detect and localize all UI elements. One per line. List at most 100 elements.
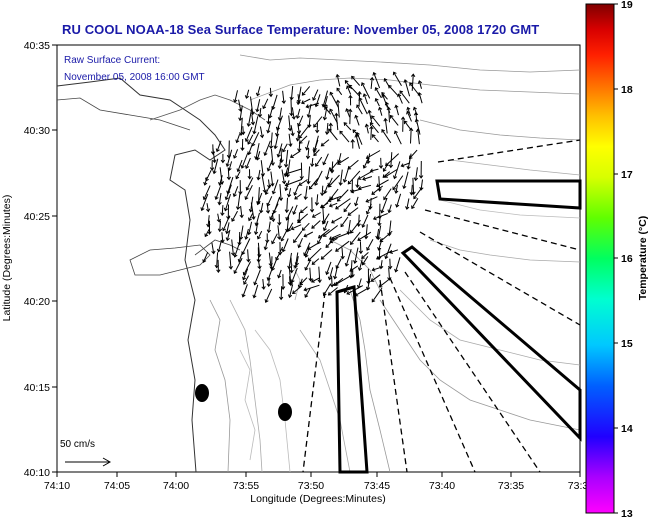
current-vector bbox=[281, 169, 285, 184]
current-vector-head bbox=[361, 255, 365, 259]
current-vector bbox=[345, 249, 352, 267]
y-tick-label: 40:35 bbox=[24, 40, 50, 52]
current-vector bbox=[228, 161, 233, 171]
current-vector-head bbox=[343, 289, 348, 294]
current-vector-head bbox=[355, 184, 360, 189]
current-vector bbox=[215, 185, 222, 200]
current-vector-head bbox=[357, 176, 362, 180]
current-vector bbox=[347, 159, 359, 170]
current-vector bbox=[290, 150, 301, 158]
current-vector bbox=[247, 108, 253, 127]
current-vector bbox=[358, 184, 372, 190]
current-vector bbox=[329, 202, 338, 207]
current-vector-head bbox=[392, 71, 397, 76]
current-vector bbox=[312, 212, 321, 218]
current-vector bbox=[288, 115, 291, 131]
current-vector-head bbox=[246, 123, 251, 127]
current-vector bbox=[285, 180, 290, 191]
current-vector-head bbox=[312, 97, 317, 101]
current-vector-head bbox=[387, 232, 392, 237]
current-vector-head bbox=[298, 134, 303, 139]
current-vector bbox=[415, 167, 418, 181]
current-vector-head bbox=[350, 189, 355, 194]
current-vector-head bbox=[307, 246, 312, 250]
current-vector bbox=[349, 265, 359, 272]
current-vector-head bbox=[275, 132, 280, 137]
current-vector bbox=[253, 116, 259, 134]
x-axis-ticks bbox=[56, 472, 581, 477]
current-vector bbox=[292, 285, 302, 294]
current-vector-head bbox=[317, 279, 322, 284]
current-vector bbox=[315, 94, 321, 107]
current-vector bbox=[410, 128, 412, 144]
current-vector bbox=[343, 202, 351, 212]
current-vector bbox=[238, 251, 244, 262]
current-vector-head bbox=[403, 79, 408, 83]
current-vector bbox=[221, 205, 224, 216]
current-vector-head bbox=[277, 165, 282, 170]
current-vector-head bbox=[305, 155, 311, 160]
current-vector bbox=[313, 139, 319, 153]
scale-arrow bbox=[65, 457, 112, 467]
current-vector-head bbox=[343, 122, 348, 126]
current-vector bbox=[381, 129, 392, 144]
current-vector bbox=[373, 213, 388, 220]
current-vector-head bbox=[266, 167, 271, 172]
current-vector-head bbox=[233, 253, 238, 258]
current-vector-head bbox=[244, 196, 249, 200]
current-vector-head bbox=[235, 206, 241, 211]
current-vector-head bbox=[340, 255, 345, 260]
current-vector-head bbox=[406, 106, 411, 111]
current-vector bbox=[411, 74, 414, 91]
current-vector-head bbox=[358, 250, 364, 255]
current-vector bbox=[293, 204, 298, 215]
current-vector-head bbox=[244, 236, 249, 240]
current-vector-head bbox=[408, 155, 413, 160]
current-vector-head bbox=[322, 161, 327, 166]
current-vector-head bbox=[262, 105, 267, 110]
current-vector-head bbox=[382, 168, 387, 172]
current-vector-head bbox=[371, 115, 375, 120]
current-vector-head bbox=[292, 290, 296, 294]
current-vector-head bbox=[271, 267, 276, 271]
current-vector bbox=[363, 93, 368, 105]
current-vector-head bbox=[241, 293, 246, 298]
current-vector-head bbox=[411, 73, 416, 78]
current-vector-head bbox=[282, 148, 286, 153]
current-vector-head bbox=[225, 230, 230, 235]
current-vector-head bbox=[311, 225, 315, 229]
current-vector-head bbox=[217, 201, 222, 206]
current-vector-head bbox=[336, 87, 341, 92]
current-vector-head bbox=[371, 191, 376, 195]
current-vector-head bbox=[306, 114, 311, 118]
current-vector-head bbox=[402, 185, 407, 190]
current-vector bbox=[311, 258, 320, 265]
current-vector-head bbox=[266, 120, 271, 125]
current-vector bbox=[202, 252, 209, 263]
current-vector-head bbox=[210, 151, 216, 155]
current-vector-head bbox=[231, 218, 236, 222]
current-vector bbox=[219, 167, 223, 185]
current-vector bbox=[375, 87, 382, 99]
current-vector-head bbox=[303, 233, 308, 238]
current-vector-head bbox=[226, 190, 231, 195]
current-vector-head bbox=[411, 205, 415, 210]
current-vector bbox=[358, 170, 373, 180]
current-vector bbox=[322, 153, 329, 165]
current-vector bbox=[236, 134, 241, 143]
current-vector bbox=[418, 92, 423, 104]
current-vector bbox=[216, 140, 222, 152]
current-vector bbox=[255, 143, 260, 160]
current-vector bbox=[279, 184, 282, 201]
current-vector-head bbox=[362, 176, 366, 181]
current-vector bbox=[294, 252, 299, 268]
current-vector-head bbox=[308, 185, 313, 190]
current-vector bbox=[338, 153, 342, 163]
current-vector-head bbox=[325, 176, 330, 181]
current-vector bbox=[245, 126, 253, 142]
current-vector-head bbox=[415, 128, 421, 133]
current-vector-head bbox=[343, 208, 348, 213]
current-vector bbox=[388, 85, 399, 97]
current-vector bbox=[314, 170, 323, 186]
current-vector-head bbox=[409, 127, 414, 132]
